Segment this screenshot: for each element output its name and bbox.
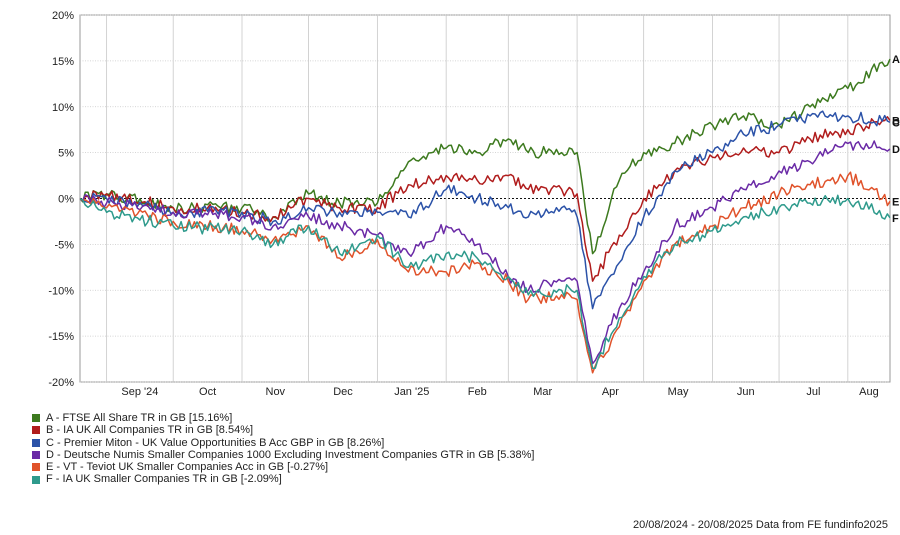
legend-item: B - IA UK All Companies TR in GB [8.54%]: [32, 424, 535, 436]
legend-item: E - VT - Teviot UK Smaller Companies Acc…: [32, 461, 535, 473]
legend: A - FTSE All Share TR in GB [15.16%] B - …: [32, 412, 535, 486]
legend-label: B - IA UK All Companies TR in GB [8.54%]: [46, 424, 254, 437]
x-tick-label: Apr: [602, 386, 619, 398]
series-end-label: A: [892, 54, 900, 66]
x-tick-label: Dec: [333, 386, 353, 398]
x-tick-label: Jul: [806, 386, 820, 398]
legend-swatch: [32, 451, 40, 460]
x-tick-label: Jun: [737, 386, 755, 398]
grid-lines: [79, 14, 891, 383]
footer: 20/08/2024 - 20/08/2025 Data from FE fun…: [633, 519, 888, 531]
legend-swatch: [32, 414, 40, 423]
series-line: [79, 194, 891, 369]
y-axis: 20% 15% 10% 5% 0% -5% -10% -15% -20%: [48, 10, 74, 389]
x-tick-label: Aug: [859, 386, 879, 398]
legend-item: D - Deutsche Numis Smaller Companies 100…: [32, 449, 535, 461]
series-end-label: B: [892, 116, 900, 128]
legend-item: F - IA UK Smaller Companies TR in GB [-2…: [32, 473, 535, 485]
legend-label: C - Premier Miton - UK Value Opportuniti…: [46, 436, 385, 449]
y-tick-label: 20%: [52, 10, 74, 22]
legend-swatch: [32, 463, 40, 472]
series-line: [79, 58, 891, 255]
x-tick-label: Sep '24: [121, 386, 158, 398]
footer-date-range: 20/08/2024 - 20/08/2025: [632, 519, 753, 531]
y-tick-label: -20%: [48, 377, 74, 389]
legend-label: A - FTSE All Share TR in GB [15.16%]: [46, 412, 233, 424]
series-end-label: D: [892, 144, 900, 156]
x-tick-label: Mar: [533, 386, 552, 398]
series-line: [79, 140, 891, 365]
series-lines: [79, 58, 891, 374]
x-tick-label: May: [668, 386, 689, 398]
series-end-labels: A BC D EF: [892, 54, 900, 225]
x-tick-label: Jan '25: [394, 386, 429, 398]
legend-label: D - Deutsche Numis Smaller Companies 100…: [46, 448, 535, 461]
series-line: [79, 110, 891, 310]
legend-item: A - FTSE All Share TR in GB [15.16%]: [32, 412, 535, 424]
y-tick-label: -10%: [48, 285, 74, 297]
x-tick-label: Feb: [468, 386, 487, 398]
legend-swatch: [32, 426, 40, 435]
x-tick-label: Oct: [199, 386, 216, 398]
legend-item: C - Premier Miton - UK Value Opportuniti…: [32, 437, 535, 449]
series-end-label: F: [892, 213, 899, 225]
y-tick-label: -5%: [54, 239, 74, 251]
y-tick-label: -15%: [48, 331, 74, 343]
y-tick-label: 15%: [52, 56, 74, 68]
y-tick-label: 10%: [52, 102, 74, 114]
legend-swatch: [32, 475, 40, 484]
x-axis: Sep '24 Oct Nov Dec Jan '25 Feb Mar Apr May Jun Ju…: [121, 386, 878, 398]
legend-swatch: [32, 438, 40, 447]
legend-label: F - IA UK Smaller Companies TR in GB [-2…: [46, 473, 282, 486]
footer-source: Data from FE fundinfo2025: [755, 519, 888, 531]
y-tick-label: 5%: [58, 148, 74, 160]
y-tick-label: 0%: [58, 194, 74, 206]
x-tick-label: Nov: [266, 386, 286, 398]
series-line: [79, 116, 891, 282]
line-chart: 20% 15% 10% 5% 0% -5% -10% -15% -20% Sep '24 Oct N…: [48, 10, 900, 398]
series-end-label: C: [892, 117, 900, 129]
legend-label: E - VT - Teviot UK Smaller Companies Acc…: [46, 461, 329, 474]
series-end-label: E: [892, 196, 899, 208]
